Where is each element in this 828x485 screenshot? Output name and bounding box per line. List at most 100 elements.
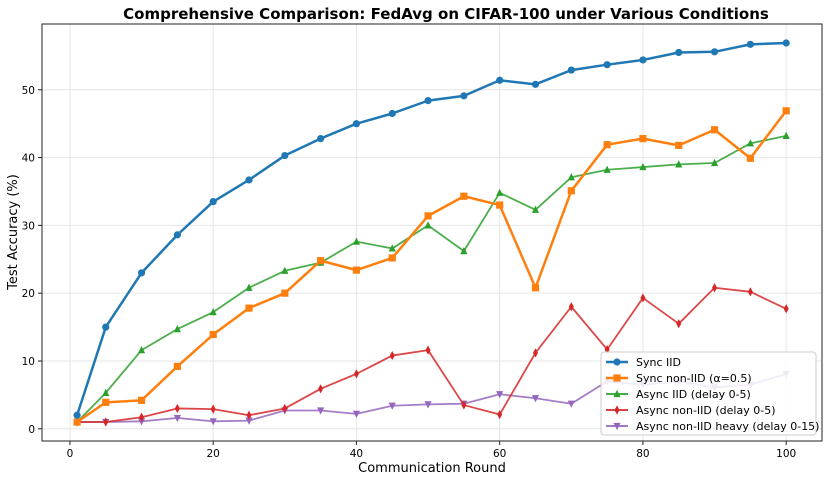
x-tick-label: 0	[67, 448, 74, 460]
data-point	[567, 400, 575, 408]
data-point	[317, 407, 325, 415]
data-point	[352, 237, 361, 245]
data-point	[424, 212, 432, 220]
data-point	[782, 107, 790, 115]
data-point	[639, 162, 647, 171]
legend-marker	[613, 374, 621, 382]
data-point	[317, 257, 325, 265]
data-point	[640, 293, 646, 303]
y-tick-label: 20	[22, 288, 35, 300]
data-point	[73, 411, 81, 419]
grid	[42, 24, 822, 441]
data-point	[531, 80, 540, 88]
data-point	[245, 304, 253, 312]
data-point	[461, 400, 467, 410]
data-point	[676, 319, 682, 329]
data-point	[173, 414, 181, 423]
data-point	[603, 141, 611, 149]
data-point	[567, 66, 575, 74]
data-point	[675, 48, 683, 57]
data-point	[210, 404, 216, 414]
data-point	[102, 323, 110, 331]
legend-label: Async non-IID heavy (delay 0-15)	[636, 420, 819, 433]
y-axis-label: Test Accuracy (%)	[6, 174, 21, 291]
data-point	[531, 284, 540, 292]
data-point	[460, 247, 468, 255]
data-point	[568, 302, 574, 312]
data-point	[353, 369, 359, 379]
legend-label: Sync IID	[636, 356, 681, 369]
data-point	[710, 158, 719, 167]
legend-marker	[613, 422, 621, 431]
data-point	[245, 417, 253, 425]
data-point	[137, 346, 146, 354]
x-tick-label: 40	[350, 448, 363, 460]
data-point	[639, 134, 647, 143]
data-point	[389, 350, 395, 361]
series-async-non-iid-delay-0-5-	[74, 283, 789, 427]
legend-label: Async IID (delay 0-5)	[636, 388, 751, 401]
data-point	[352, 266, 361, 274]
y-tick-label: 10	[22, 356, 35, 368]
data-point	[245, 283, 253, 291]
data-point	[496, 201, 504, 209]
data-point	[139, 412, 145, 422]
chart-title: Comprehensive Comparison: FedAvg on CIFA…	[123, 5, 769, 23]
data-point	[532, 348, 539, 358]
data-point	[245, 176, 253, 184]
data-point	[746, 139, 754, 147]
data-point	[783, 304, 789, 314]
data-point	[246, 410, 252, 420]
data-point	[352, 120, 361, 128]
data-point	[317, 134, 325, 143]
data-point	[388, 109, 396, 118]
x-tick-label: 80	[636, 448, 649, 460]
data-point	[137, 396, 146, 404]
data-point	[281, 151, 289, 160]
data-point	[567, 173, 575, 181]
data-point	[209, 308, 217, 316]
data-point	[604, 344, 610, 355]
data-point	[710, 48, 719, 56]
data-point	[746, 40, 754, 48]
data-point	[675, 141, 683, 149]
data-point	[173, 325, 181, 333]
plot-frame	[41, 23, 823, 442]
series-async-iid-delay-0-5-	[73, 131, 790, 426]
data-point	[173, 231, 181, 239]
y-tick-label: 0	[28, 424, 35, 436]
data-point	[73, 418, 81, 426]
data-point	[173, 362, 181, 371]
data-point	[531, 395, 540, 403]
x-tick-label: 100	[776, 448, 796, 460]
data-point	[496, 391, 504, 399]
data-point	[424, 221, 432, 229]
data-point	[497, 409, 503, 420]
y-tick-label: 50	[22, 85, 35, 97]
data-point	[137, 269, 146, 277]
data-point	[567, 187, 575, 195]
legend-label: Sync non-IID (α=0.5)	[636, 372, 752, 385]
x-tick-label: 20	[206, 448, 219, 460]
legend: Sync IID Sync non-IID (α=0.5) Async IID (d…	[600, 351, 819, 436]
data-point	[425, 345, 431, 355]
data-point	[352, 410, 361, 418]
legend-marker	[614, 405, 620, 415]
data-point	[639, 56, 647, 64]
data-point	[388, 254, 396, 262]
data-point	[746, 154, 754, 162]
data-point	[603, 61, 611, 69]
data-point	[782, 39, 790, 47]
legend-box	[600, 351, 817, 436]
legend-label: Async non-IID (delay 0-5)	[636, 404, 775, 417]
data-point	[710, 126, 719, 134]
data-point	[209, 198, 217, 206]
series-sync-non-iid-0-5-	[73, 107, 790, 426]
x-axis-label: Communication Round	[358, 461, 506, 476]
data-point	[712, 283, 718, 293]
data-point	[603, 165, 611, 173]
data-point	[531, 205, 540, 213]
data-point	[209, 330, 217, 339]
data-point	[388, 244, 396, 252]
